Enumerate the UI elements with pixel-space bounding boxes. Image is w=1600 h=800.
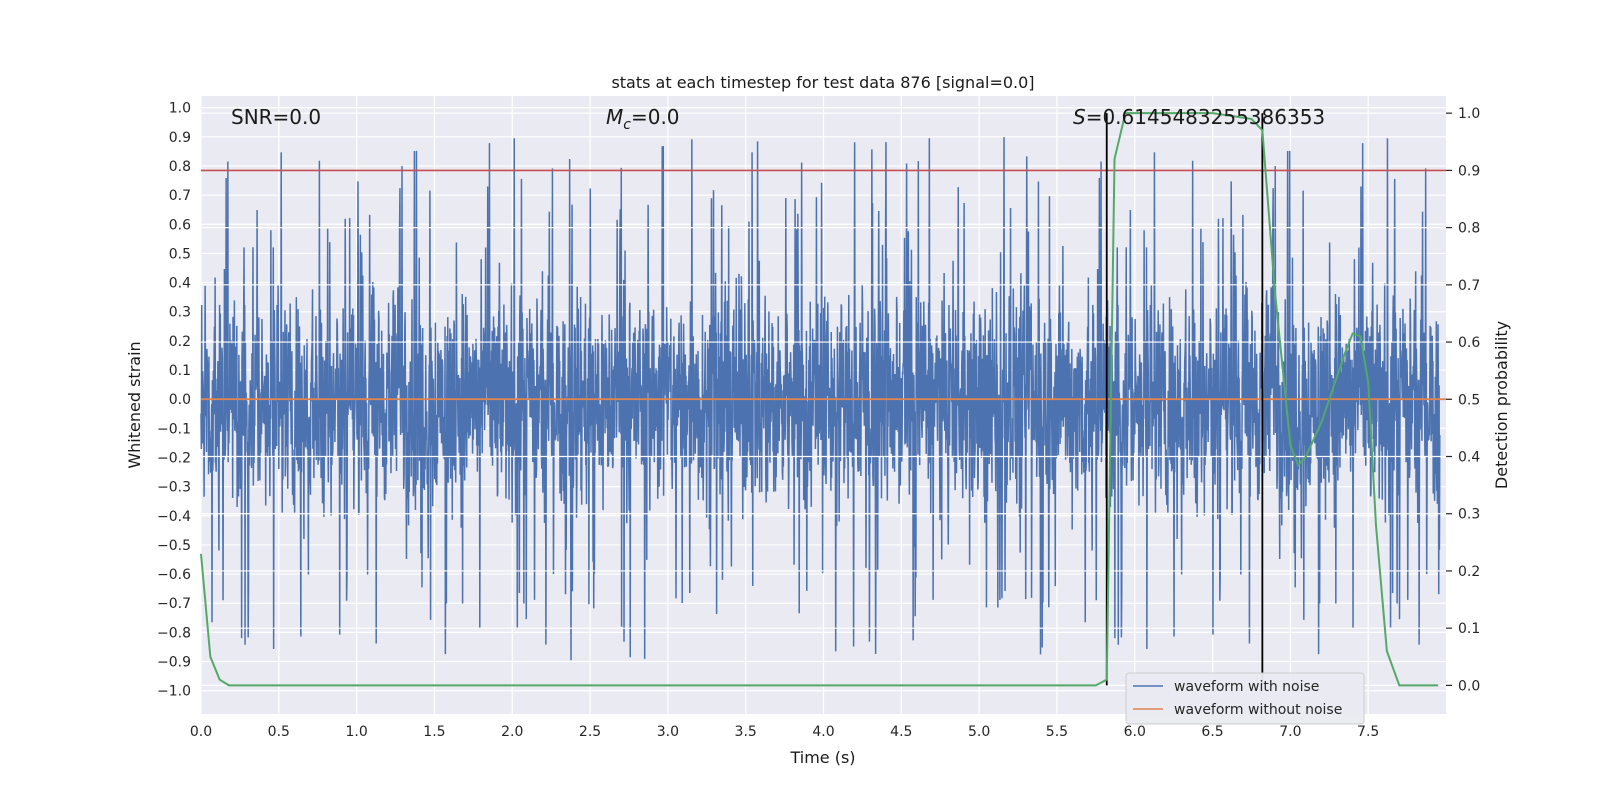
mc-annotation: Mc=0.0 — [606, 105, 680, 133]
mc-subscript: c — [623, 117, 631, 133]
legend-label-clean: waveform without noise — [1174, 702, 1342, 718]
y-right-tick-label-9: 0.9 — [1458, 163, 1480, 179]
detection-probability-line — [200, 112, 1439, 687]
y-right-tick-label-8: 0.8 — [1458, 221, 1480, 237]
x-tick-label-0: 0.0 — [190, 724, 212, 740]
y-left-tick-label-19: −0.9 — [157, 655, 191, 671]
x-tick-label-4: 2.0 — [501, 724, 523, 740]
x-tick-label-3: 1.5 — [423, 724, 445, 740]
y-left-tick-label-7: 0.3 — [169, 305, 191, 321]
s-symbol: S — [1073, 105, 1086, 129]
y-right-tick-label-1: 0.1 — [1458, 621, 1480, 637]
x-tick-label-8: 4.0 — [812, 724, 834, 740]
y-right-tick-label-7: 0.7 — [1458, 278, 1480, 294]
legend-box — [1125, 672, 1365, 725]
y-left-tick-label-13: −0.3 — [157, 480, 191, 496]
chart-title: stats at each timestep for test data 876… — [611, 73, 1034, 92]
y-axis-left-ticks: 1.0 0.9 0.8 0.7 0.6 0.5 0.4 0.3 0.2 0.1 0.0 −0.1 −0.… — [157, 101, 191, 700]
legend-label-noise: waveform with noise — [1174, 679, 1319, 695]
legend: waveform with noise waveform without noi… — [1125, 672, 1365, 725]
x-tick-label-7: 3.5 — [735, 724, 757, 740]
y-left-tick-label-5: 0.5 — [169, 246, 191, 262]
waveform-with-noise-line — [200, 137, 1441, 661]
y-right-tick-label-3: 0.3 — [1458, 507, 1480, 523]
y-axis-left-label: Whitened strain — [125, 341, 144, 468]
mc-symbol: M — [606, 105, 623, 129]
s-annotation: S=0.6145483255386353 — [1073, 105, 1325, 129]
detection-window-lines — [1105, 113, 1264, 686]
x-axis-ticks: 0.0 0.5 1.0 1.5 2.0 2.5 3.0 3.5 4.0 4.5 5.0 5.5 6.0 6… — [190, 724, 1379, 740]
y-left-tick-label-18: −0.8 — [157, 625, 191, 641]
y-left-tick-label-20: −1.0 — [157, 684, 191, 700]
y-right-tick-label-10: 1.0 — [1458, 106, 1480, 122]
x-tick-label-14: 7.0 — [1279, 724, 1301, 740]
x-tick-label-2: 1.0 — [345, 724, 367, 740]
x-tick-label-13: 6.5 — [1201, 724, 1223, 740]
y-left-tick-label-17: −0.7 — [157, 596, 191, 612]
y-right-tick-label-0: 0.0 — [1458, 678, 1480, 694]
y-left-tick-label-8: 0.2 — [169, 334, 191, 350]
detection-probability-series — [200, 112, 1439, 687]
x-tick-label-15: 7.5 — [1357, 724, 1379, 740]
y-right-tick-label-2: 0.2 — [1458, 564, 1480, 580]
y-left-tick-label-1: 0.9 — [169, 130, 191, 146]
s-value: =0.6145483255386353 — [1086, 105, 1325, 129]
y-right-tick-label-6: 0.6 — [1458, 335, 1480, 351]
x-axis-label: Time (s) — [789, 748, 855, 767]
x-tick-label-5: 2.5 — [579, 724, 601, 740]
y-left-tick-label-0: 1.0 — [169, 101, 191, 117]
y-axis-right-label: Detection probability — [1492, 321, 1511, 489]
x-tick-label-11: 5.5 — [1046, 724, 1068, 740]
x-tick-label-10: 5.0 — [968, 724, 990, 740]
y-left-tick-label-2: 0.8 — [169, 159, 191, 175]
y-left-tick-label-4: 0.6 — [169, 217, 191, 233]
x-tick-label-9: 4.5 — [890, 724, 912, 740]
y-left-tick-label-6: 0.4 — [169, 276, 191, 292]
snr-annotation: SNR=0.0 — [231, 105, 321, 129]
y-left-tick-label-11: −0.1 — [157, 421, 191, 437]
waveform-with-noise-series — [200, 137, 1441, 661]
y-left-tick-label-10: 0.0 — [169, 392, 191, 408]
y-left-tick-label-9: 0.1 — [169, 363, 191, 379]
x-tick-label-1: 0.5 — [268, 724, 290, 740]
y-right-tick-label-4: 0.4 — [1458, 450, 1480, 466]
y-right-tick-label-5: 0.5 — [1458, 392, 1480, 408]
y-left-tick-label-3: 0.7 — [169, 188, 191, 204]
x-tick-label-12: 6.0 — [1124, 724, 1146, 740]
y-axis-right-ticks: 0.0 0.1 0.2 0.3 0.4 0.5 0.6 0.7 0.8 0.9 1.0 — [1446, 106, 1480, 694]
y-left-tick-label-15: −0.5 — [157, 538, 191, 554]
y-left-tick-label-14: −0.4 — [157, 509, 191, 525]
x-tick-label-6: 3.0 — [657, 724, 679, 740]
y-left-tick-label-12: −0.2 — [157, 450, 191, 466]
y-left-tick-label-16: −0.6 — [157, 567, 191, 583]
mc-value: =0.0 — [631, 105, 680, 129]
